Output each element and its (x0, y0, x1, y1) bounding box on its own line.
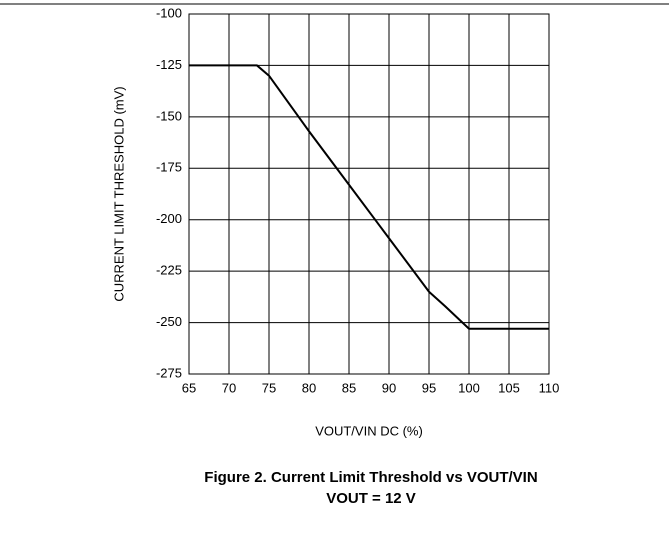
y-axis-label: CURRENT LIMIT THRESHOLD (mV) (111, 86, 126, 301)
y-tick-label: -150 (156, 108, 182, 123)
caption: VOUT = 12 V (326, 490, 416, 507)
x-tick-label: 80 (302, 380, 316, 395)
x-tick-label: 65 (182, 380, 196, 395)
y-tick-label: -125 (156, 57, 182, 72)
caption: Figure 2. Current Limit Threshold vs VOU… (204, 469, 537, 486)
x-tick-label: 70 (222, 380, 236, 395)
y-tick-label: -275 (156, 365, 182, 380)
y-tick-label: -100 (156, 5, 182, 20)
x-tick-label: 100 (458, 380, 480, 395)
x-tick-label: 95 (422, 380, 436, 395)
y-tick-label: -200 (156, 211, 182, 226)
data-line (189, 64, 549, 330)
x-tick-label: 75 (262, 380, 276, 395)
x-tick-label: 105 (498, 380, 520, 395)
x-axis-label: VOUT/VIN DC (%) (315, 423, 423, 438)
x-tick-label: 110 (539, 380, 560, 395)
y-tick-label: -250 (156, 314, 182, 329)
plot-frame (188, 13, 550, 375)
y-tick-label: -175 (156, 160, 182, 175)
x-tick-label: 85 (342, 380, 356, 395)
x-tick-label: 90 (382, 380, 396, 395)
y-tick-label: -225 (156, 263, 182, 278)
